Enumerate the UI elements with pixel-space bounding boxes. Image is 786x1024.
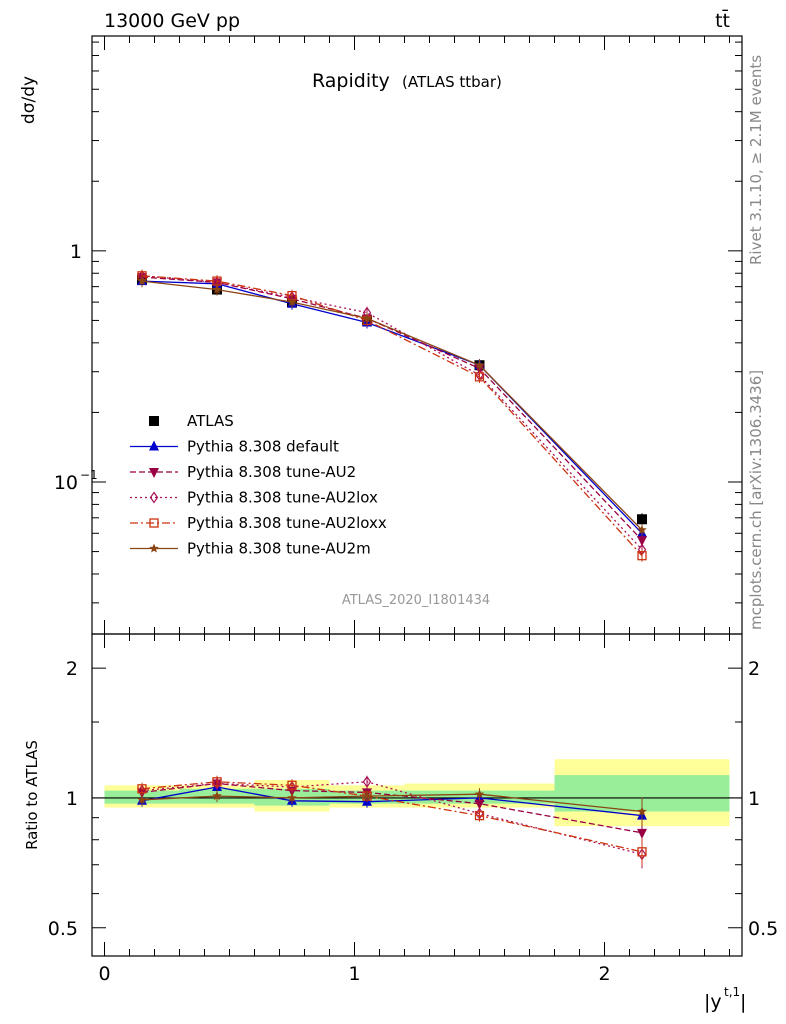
legend-label: Pythia 8.308 tune-AU2 [187, 463, 356, 481]
series-line-AU2m [141, 280, 643, 531]
series-AU2m [137, 275, 647, 536]
legend-marker [149, 543, 159, 553]
process-label: tt̄ [715, 8, 730, 32]
legend-marker [149, 491, 159, 504]
legend-marker [149, 518, 159, 528]
y-tick-label-right: 0.5 [748, 918, 778, 940]
y-tick-label: 2 [66, 658, 78, 680]
ratio-point-AU2lox [212, 777, 222, 790]
rivet-label: Rivet 3.1.10, ≥ 2.1M events [747, 55, 765, 265]
y-tick-label: 1 [70, 241, 82, 263]
ratio-line-default [141, 786, 643, 817]
legend-marker [149, 416, 159, 426]
ratio-point-AU2m [474, 789, 485, 799]
y-tick-label: 1 [66, 788, 78, 810]
energy-label: 13000 GeV pp [104, 10, 240, 32]
y-tick-label-right: 1 [748, 788, 760, 810]
ratio-point-AU2m [137, 794, 147, 804]
legend-label: Pythia 8.308 tune-AU2lox [187, 489, 378, 507]
ratio-point-AU2loxx [637, 847, 647, 857]
legend-item-AU2: Pythia 8.308 tune-AU2 [130, 463, 356, 481]
ratio-point-AU2m [287, 792, 297, 802]
legend-label: Pythia 8.308 tune-AU2m [187, 540, 371, 558]
rivet-label-group: Rivet 3.1.10, ≥ 2.1M events [747, 55, 765, 265]
legend-item-ATLAS: ATLAS [149, 412, 234, 430]
ratio-point-AU2m [362, 791, 372, 801]
data-point-AU2 [637, 536, 647, 547]
data-point-AU2m [287, 297, 297, 307]
legend-item-AU2lox: Pythia 8.308 tune-AU2lox [130, 489, 378, 507]
data-point-AU2m [474, 360, 485, 370]
legend-marker [149, 440, 159, 451]
legend-label: ATLAS [187, 412, 234, 430]
main-ylabel: dσ/dy [19, 76, 39, 124]
ratio-point-AU2m [637, 806, 647, 816]
ratio-point-AU2loxx [474, 810, 485, 821]
x-axis-label-close: | [740, 991, 746, 1013]
series-line-AU2loxx [141, 275, 643, 557]
ratio-line-AU2lox [141, 781, 643, 855]
y-tick-label-exponent: −1 [80, 468, 98, 482]
y-tick-label: 0.5 [48, 918, 78, 940]
ratio-point-AU2 [637, 828, 647, 839]
data-point-AU2m [362, 313, 372, 323]
series-line-AU2lox [141, 275, 643, 551]
legend-item-AU2m: Pythia 8.308 tune-AU2m [130, 540, 371, 558]
ratio-plot-panel: 0.5 0.5 1 1 2 2 0 1 2 [48, 633, 778, 985]
ratio-point-AU2loxx [137, 784, 147, 794]
series-line-AU2 [141, 276, 643, 541]
data-point-AU2loxx [637, 551, 647, 561]
plot-title-sub: (ATLAS ttbar) [402, 73, 502, 91]
legend-label: Pythia 8.308 default [187, 438, 339, 456]
y-tick-label: 10 [54, 472, 78, 494]
legend-label: Pythia 8.308 tune-AU2loxx [187, 514, 387, 532]
plot-frame [91, 633, 743, 957]
plot-title-main: Rapidity [312, 70, 390, 92]
data-point-AU2loxx [474, 372, 485, 382]
plot-title: Rapidity (ATLAS ttbar) [312, 70, 502, 92]
data-point-AU2m [137, 276, 147, 286]
legend-marker [149, 468, 159, 478]
analysis-id: ATLAS_2020_I1801434 [342, 593, 490, 608]
ratio-point-AU2 [474, 799, 485, 810]
ratio-point-AU2loxx [287, 780, 297, 790]
x-tick-label: 1 [348, 963, 360, 985]
data-point-ATLAS [637, 514, 647, 525]
x-tick-label: 0 [98, 963, 110, 985]
x-axis-label: |y t,1 | [704, 985, 746, 1013]
data-point-AU2m [637, 525, 647, 534]
x-axis-label-superscript: t,1 [724, 985, 740, 999]
ratio-line-AU2loxx [141, 781, 643, 853]
y-tick-label-right: 2 [748, 658, 760, 680]
ratio-ylabel-group: Ratio to ATLAS [23, 740, 41, 850]
legend: ATLAS Pythia 8.308 default Pythia 8.308 tu… [130, 412, 387, 558]
series-AU2loxx [137, 269, 647, 562]
main-plot-panel: 1 10 −1 [54, 35, 743, 635]
legend-item-default: Pythia 8.308 default [130, 438, 339, 456]
ratio-ylabel: Ratio to ATLAS [23, 740, 41, 850]
legend-item-AU2loxx: Pythia 8.308 tune-AU2loxx [130, 514, 387, 532]
ratio-point-AU2m [212, 791, 222, 801]
ratio-point-AU2loxx [212, 777, 222, 787]
x-axis-label-text: |y [704, 991, 722, 1013]
mcplots-label: mcplots.cern.ch [arXiv:1306.3436] [747, 370, 765, 630]
x-tick-label: 2 [598, 963, 610, 985]
data-point-AU2m [212, 284, 222, 294]
ratio-point-AU2lox [362, 775, 372, 788]
main-ylabel-text: dσ/dy [19, 76, 39, 124]
ratio-series-AU2m [137, 788, 647, 826]
ratio-line-AU2m [141, 793, 643, 813]
mcplots-label-group: mcplots.cern.ch [arXiv:1306.3436] [747, 370, 765, 630]
